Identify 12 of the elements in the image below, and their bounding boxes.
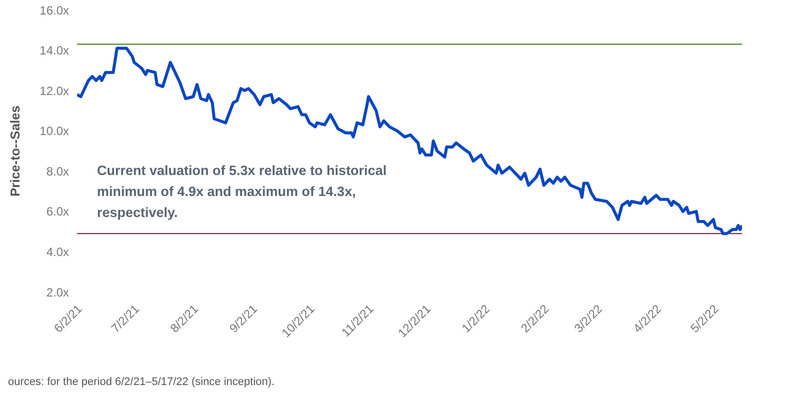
y-tick-label: 8.0x	[46, 164, 69, 178]
y-tick-label: 14.0x	[40, 44, 69, 58]
y-tick-label: 16.0x	[40, 3, 69, 18]
line-series	[77, 46, 742, 236]
y-tick-label: 10.0x	[40, 124, 69, 138]
y-tick-label: 6.0x	[46, 204, 69, 219]
y-tick-label: 2.0x	[46, 285, 69, 300]
y-tick-label: 4.0x	[46, 244, 69, 259]
annotation: Current valuation of 5.3x relative to historical minimum of 4.9x and maximum of 14.3x, respectively.	[97, 163, 387, 220]
y-tick-label: 12.0x	[40, 84, 69, 98]
text: ources: for the period 6/2/21–5/17/22 (since inception).	[8, 376, 275, 388]
y-axis-title: Price-to--Sales	[8, 105, 23, 197]
